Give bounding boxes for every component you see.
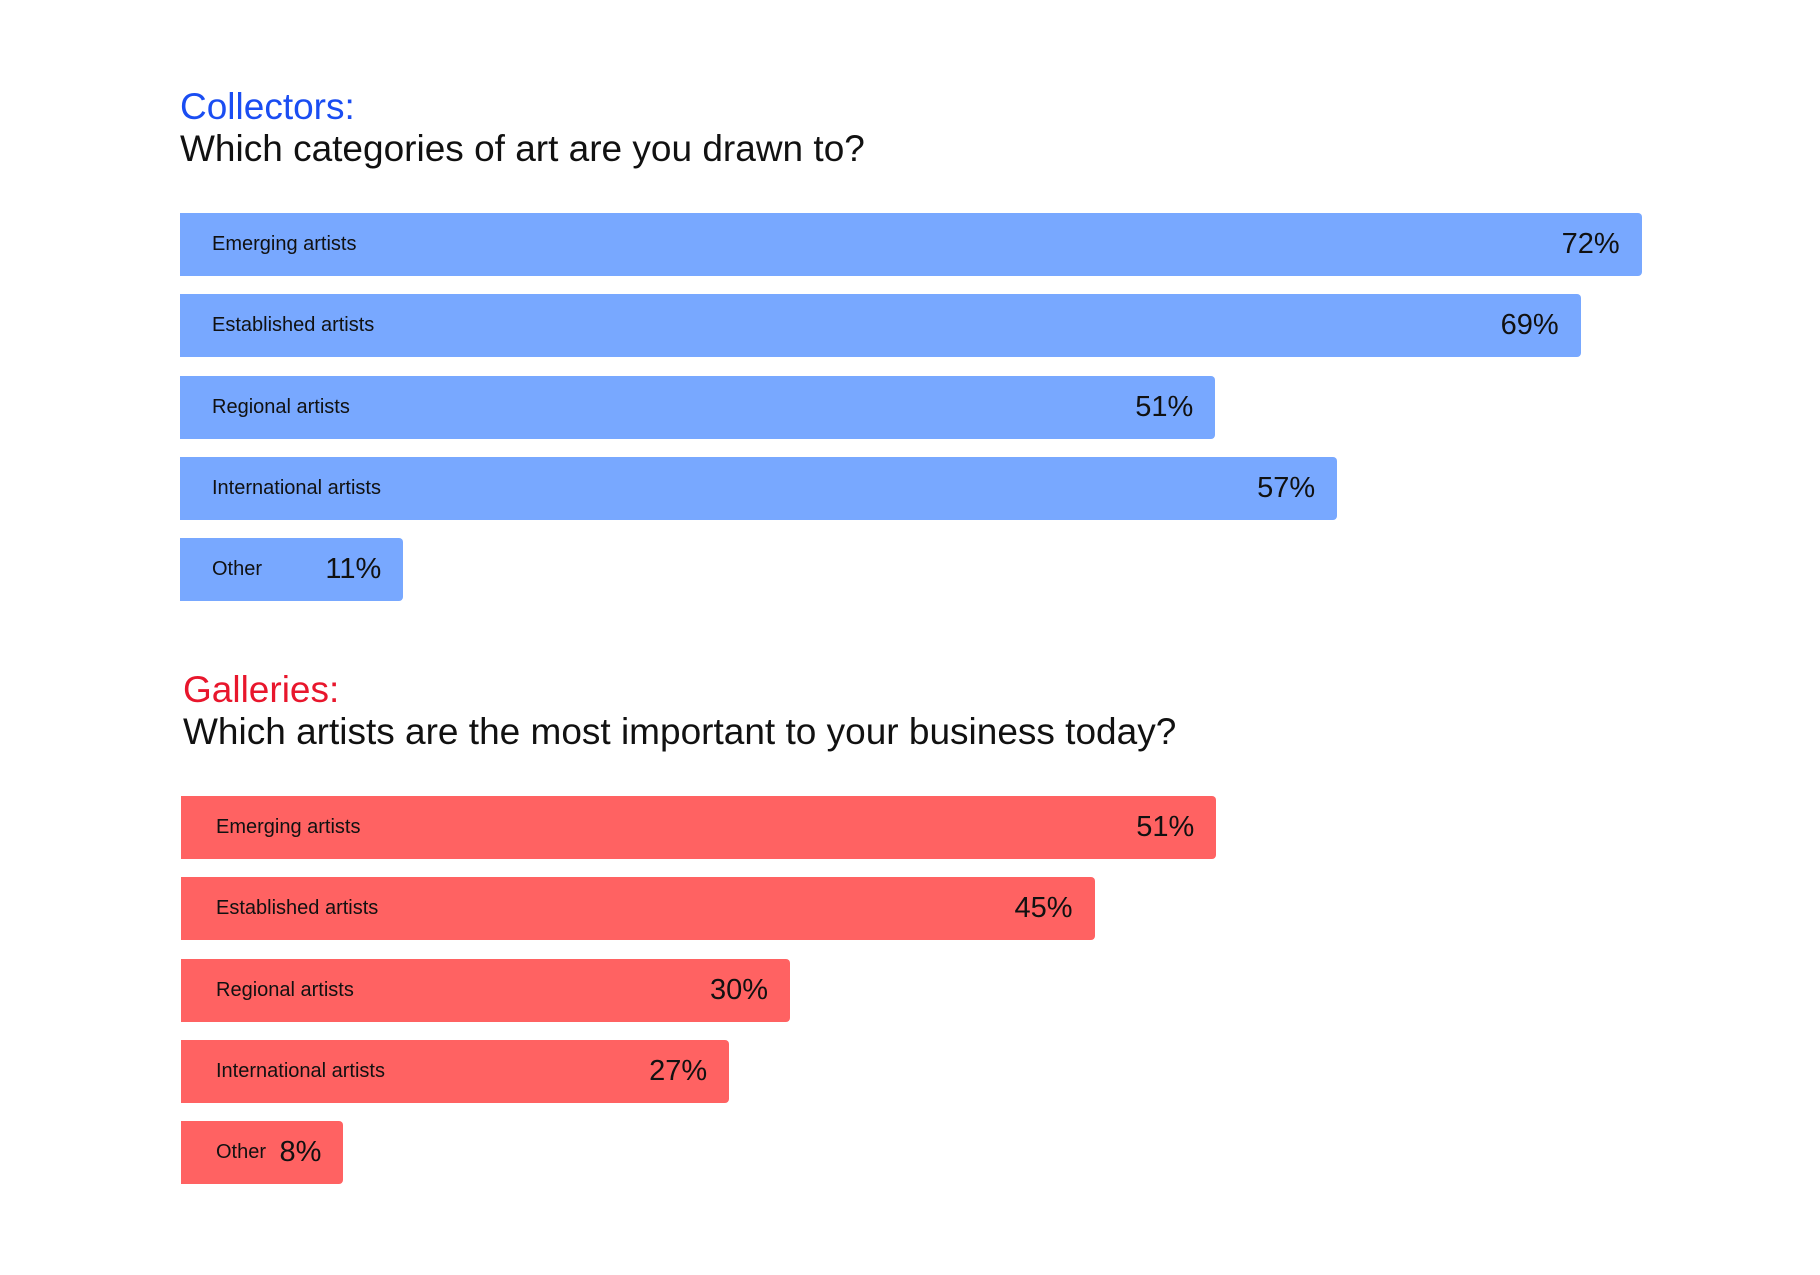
galleries-bar-other bbox=[181, 1121, 344, 1184]
galleries-bar-value: 30% bbox=[709, 973, 768, 1006]
collectors-bar-value: 11% bbox=[325, 553, 382, 585]
galleries-bar-emerging-artists bbox=[181, 796, 1217, 859]
collectors-bar-label: International artists bbox=[212, 476, 381, 499]
galleries-bar-label: Established artists bbox=[216, 897, 379, 920]
galleries-bar-international-artists bbox=[181, 1039, 730, 1103]
collectors-question: Which categories of art are you drawn to… bbox=[180, 128, 865, 169]
collectors-bar-label: Established artists bbox=[212, 314, 375, 337]
galleries-section-label: Galleries: bbox=[183, 669, 340, 710]
galleries-question: Which artists are the most important to … bbox=[183, 711, 1177, 752]
galleries-bar-value: 27% bbox=[649, 1054, 708, 1087]
collectors-bar-label: Regional artists bbox=[212, 395, 350, 418]
collectors-bar-value: 57% bbox=[1257, 471, 1316, 504]
collectors-bar-label: Emerging artists bbox=[212, 233, 357, 255]
galleries-bar-established-artists bbox=[181, 877, 1095, 941]
galleries-bar-value: 8% bbox=[279, 1136, 322, 1168]
galleries-bar-label: International artists bbox=[216, 1059, 385, 1082]
collectors-bar-other bbox=[180, 538, 404, 601]
collectors-bar-established-artists bbox=[180, 294, 1581, 358]
collectors-bar-international-artists bbox=[180, 456, 1338, 520]
galleries-bar-regional-artists bbox=[181, 958, 790, 1022]
collectors-bar-value: 51% bbox=[1135, 390, 1194, 423]
galleries-bar-label: Other bbox=[216, 1141, 267, 1163]
galleries-bar-value: 51% bbox=[1136, 811, 1195, 843]
galleries-bar-label: Emerging artists bbox=[216, 816, 361, 838]
collectors-section-label: Collectors: bbox=[180, 86, 355, 127]
collectors-bar-label: Other bbox=[212, 558, 263, 580]
collectors-bar-value: 69% bbox=[1500, 309, 1559, 342]
galleries-bar-value: 45% bbox=[1014, 892, 1073, 925]
collectors-bar-emerging-artists bbox=[180, 213, 1642, 276]
collectors-bar-value: 72% bbox=[1561, 228, 1620, 260]
galleries-bar-label: Regional artists bbox=[216, 978, 354, 1001]
collectors-bar-regional-artists bbox=[180, 375, 1216, 439]
